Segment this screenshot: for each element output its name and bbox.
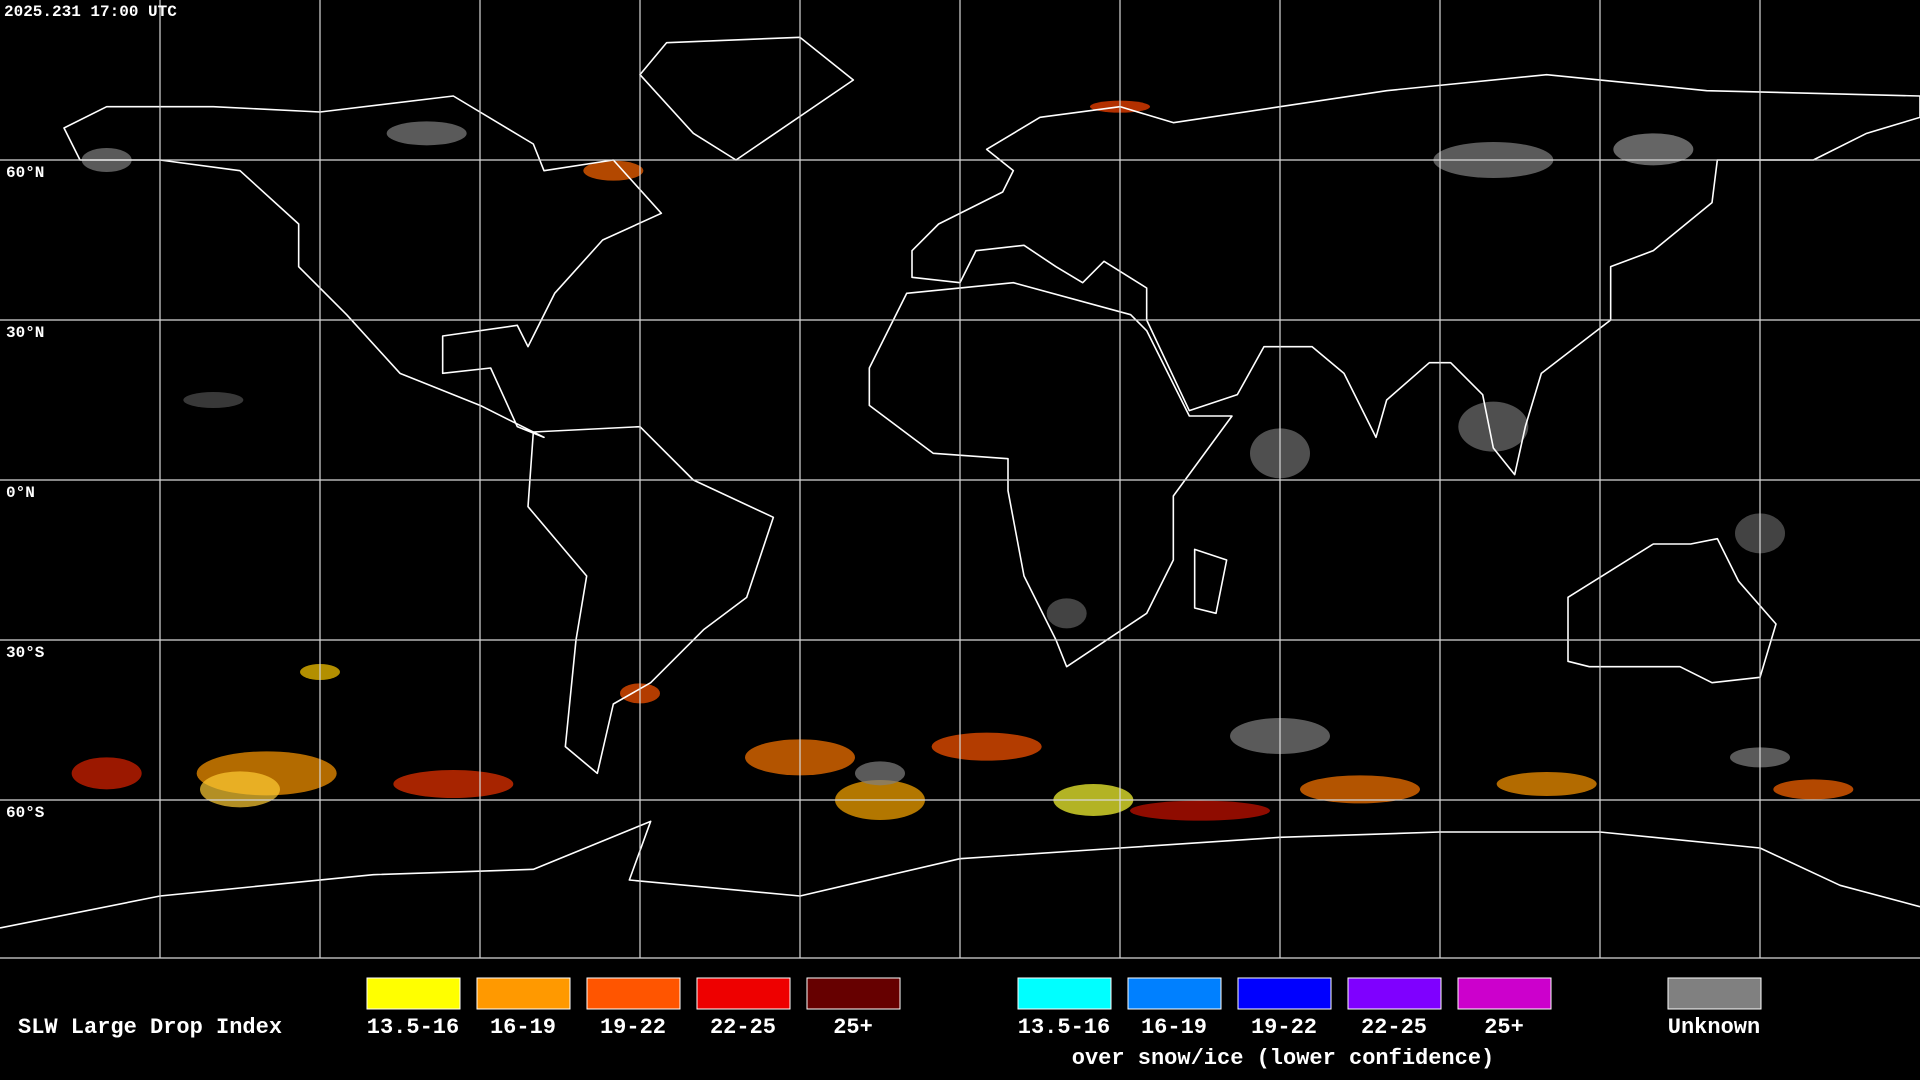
legend-swatch-label: 22-25 [710, 1015, 776, 1040]
cloud-texture [71, 757, 142, 790]
coastline [527, 425, 775, 775]
legend-title: SLW Large Drop Index [18, 1015, 282, 1040]
coastline [1193, 548, 1228, 615]
cloud-texture [855, 761, 905, 786]
legend-swatch-label: 25+ [833, 1015, 873, 1040]
timestamp: 2025.231 17:00 UTC [4, 3, 177, 21]
cloud-texture [931, 732, 1042, 761]
snow-ice-caption: over snow/ice (lower confidence) [1072, 1046, 1494, 1071]
cloud-texture [200, 771, 280, 808]
cloud-texture [1300, 775, 1420, 804]
snow-ice-swatch [1127, 977, 1222, 1010]
coastline [868, 281, 1233, 668]
legend-swatch [806, 977, 901, 1010]
legend-swatch [476, 977, 571, 1010]
snow-ice-swatch-label: 19-22 [1251, 1015, 1317, 1040]
latitude-label: 60°N [6, 164, 44, 182]
cloud-texture [1130, 800, 1270, 821]
snow-ice-swatch-label: 22-25 [1361, 1015, 1427, 1040]
snow-ice-swatch [1347, 977, 1442, 1010]
map: 60°N 30°N 0°N 30°S 60°S [0, 0, 1920, 958]
latitude-label: 30°S [6, 644, 45, 662]
coastline [1567, 537, 1777, 684]
coastline [911, 73, 1920, 476]
snow-ice-swatch [1457, 977, 1552, 1010]
legend-swatch-label: 16-19 [490, 1015, 556, 1040]
cloud-texture [1046, 598, 1087, 629]
cloud-texture [1458, 401, 1529, 452]
legend-swatch [366, 977, 461, 1010]
legend-swatch [696, 977, 791, 1010]
snow-ice-swatch [1017, 977, 1112, 1010]
legend-swatch [586, 977, 681, 1010]
cloud-texture [1496, 772, 1597, 796]
snow-ice-swatch-label: 13.5-16 [1018, 1015, 1110, 1040]
unknown-swatch [1667, 977, 1762, 1010]
legend-swatch-label: 19-22 [600, 1015, 666, 1040]
cloud-texture [393, 770, 514, 798]
latitude-label: 0°N [6, 484, 35, 502]
latitude-label: 30°N [6, 324, 44, 342]
snow-ice-swatch-label: 16-19 [1141, 1015, 1207, 1040]
cloud-texture [183, 392, 244, 408]
cloud-texture [1613, 133, 1694, 166]
legend-swatch-label: 13.5-16 [367, 1015, 459, 1040]
cloud-texture [1773, 779, 1854, 800]
unknown-swatch-label: Unknown [1668, 1015, 1760, 1040]
latitude-label: 60°S [6, 804, 45, 822]
snow-ice-swatch [1237, 977, 1332, 1010]
snow-ice-swatch-label: 25+ [1484, 1015, 1524, 1040]
cloud-texture [386, 121, 467, 146]
